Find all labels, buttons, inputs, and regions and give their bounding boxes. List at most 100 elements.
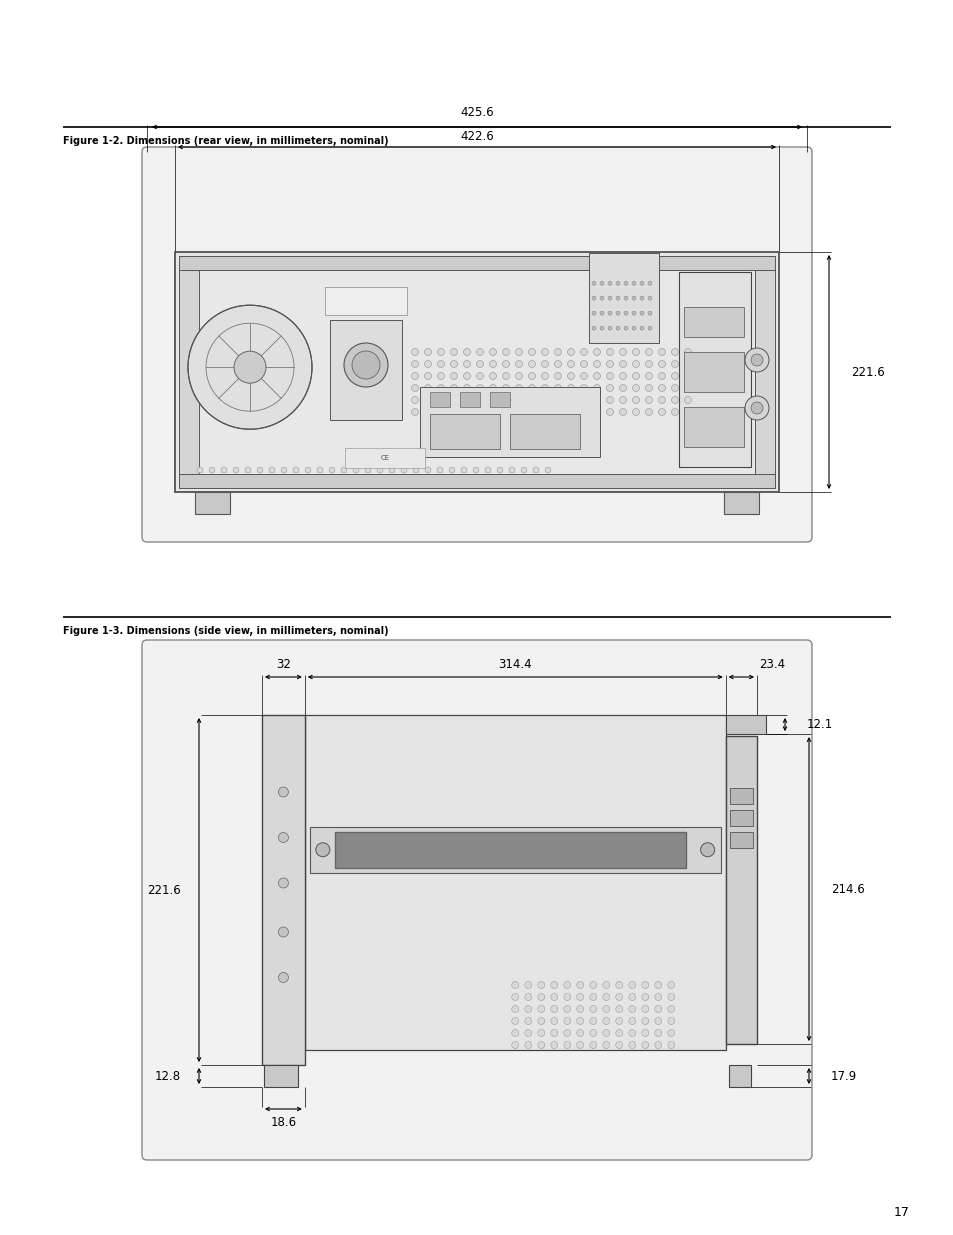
Circle shape: [502, 409, 509, 415]
Circle shape: [316, 467, 323, 473]
Circle shape: [550, 1041, 558, 1049]
Text: 221.6: 221.6: [850, 366, 883, 378]
Circle shape: [589, 1005, 597, 1013]
Circle shape: [524, 1041, 531, 1049]
Bar: [174, 252, 779, 492]
Circle shape: [602, 1005, 609, 1013]
Circle shape: [602, 982, 609, 988]
Circle shape: [632, 396, 639, 404]
Bar: [725, 736, 757, 1044]
Circle shape: [550, 1018, 558, 1025]
Text: 17.9: 17.9: [830, 1070, 857, 1083]
Circle shape: [602, 1041, 609, 1049]
Circle shape: [579, 361, 587, 368]
Circle shape: [524, 1018, 531, 1025]
Circle shape: [684, 396, 691, 404]
Circle shape: [528, 396, 535, 404]
Circle shape: [502, 396, 509, 404]
Circle shape: [278, 927, 288, 937]
Circle shape: [654, 1018, 661, 1025]
Circle shape: [606, 396, 613, 404]
Circle shape: [528, 373, 535, 379]
Circle shape: [579, 409, 587, 415]
Circle shape: [632, 348, 639, 356]
Bar: [179, 256, 774, 270]
Circle shape: [744, 396, 768, 420]
Circle shape: [602, 1030, 609, 1036]
Circle shape: [599, 296, 603, 300]
Circle shape: [645, 361, 652, 368]
Circle shape: [278, 878, 288, 888]
Circle shape: [632, 373, 639, 379]
Circle shape: [623, 311, 627, 315]
Circle shape: [463, 396, 470, 404]
Circle shape: [631, 282, 636, 285]
Circle shape: [639, 296, 643, 300]
Text: 12.1: 12.1: [806, 718, 832, 731]
Circle shape: [628, 993, 635, 1000]
Circle shape: [700, 842, 714, 857]
Circle shape: [315, 842, 330, 857]
Circle shape: [750, 354, 762, 366]
Circle shape: [550, 993, 558, 1000]
Circle shape: [618, 373, 626, 379]
Circle shape: [671, 396, 678, 404]
Circle shape: [489, 373, 496, 379]
Circle shape: [684, 373, 691, 379]
Bar: [683, 352, 743, 391]
Circle shape: [196, 467, 203, 473]
Circle shape: [233, 467, 239, 473]
Circle shape: [544, 467, 551, 473]
Circle shape: [537, 1005, 544, 1013]
Circle shape: [476, 409, 483, 415]
Circle shape: [577, 982, 583, 988]
Circle shape: [305, 467, 311, 473]
Circle shape: [623, 326, 627, 330]
Bar: [683, 408, 743, 447]
Circle shape: [667, 1018, 674, 1025]
Circle shape: [589, 1041, 597, 1049]
Circle shape: [641, 1005, 648, 1013]
Text: 214.6: 214.6: [830, 883, 863, 895]
Circle shape: [654, 982, 661, 988]
Circle shape: [509, 467, 515, 473]
Text: Figure 1-2. Dimensions (rear view, in millimeters, nominal): Figure 1-2. Dimensions (rear view, in mi…: [63, 136, 388, 146]
Bar: [264, 1065, 298, 1087]
Circle shape: [502, 361, 509, 368]
Circle shape: [684, 348, 691, 356]
Circle shape: [618, 361, 626, 368]
Circle shape: [579, 384, 587, 391]
Circle shape: [567, 373, 574, 379]
Bar: [459, 391, 479, 408]
Circle shape: [524, 1005, 531, 1013]
Circle shape: [463, 361, 470, 368]
Circle shape: [671, 348, 678, 356]
Text: 221.6: 221.6: [147, 883, 181, 897]
Bar: [754, 270, 774, 474]
Circle shape: [489, 409, 496, 415]
Circle shape: [647, 282, 651, 285]
Circle shape: [667, 1041, 674, 1049]
Circle shape: [365, 467, 371, 473]
Circle shape: [511, 982, 518, 988]
Circle shape: [554, 396, 561, 404]
Circle shape: [654, 993, 661, 1000]
Bar: [179, 474, 774, 488]
FancyBboxPatch shape: [142, 147, 811, 542]
Circle shape: [450, 361, 457, 368]
Text: 12.8: 12.8: [154, 1070, 181, 1083]
Circle shape: [628, 1030, 635, 1036]
Bar: [490, 391, 510, 408]
Circle shape: [424, 384, 431, 391]
Circle shape: [524, 982, 531, 988]
Circle shape: [541, 373, 548, 379]
Circle shape: [563, 1030, 570, 1036]
Circle shape: [411, 348, 418, 356]
Circle shape: [352, 351, 379, 379]
Circle shape: [615, 1030, 622, 1036]
Circle shape: [209, 467, 214, 473]
Circle shape: [515, 384, 522, 391]
Circle shape: [645, 384, 652, 391]
Circle shape: [632, 409, 639, 415]
Circle shape: [632, 384, 639, 391]
